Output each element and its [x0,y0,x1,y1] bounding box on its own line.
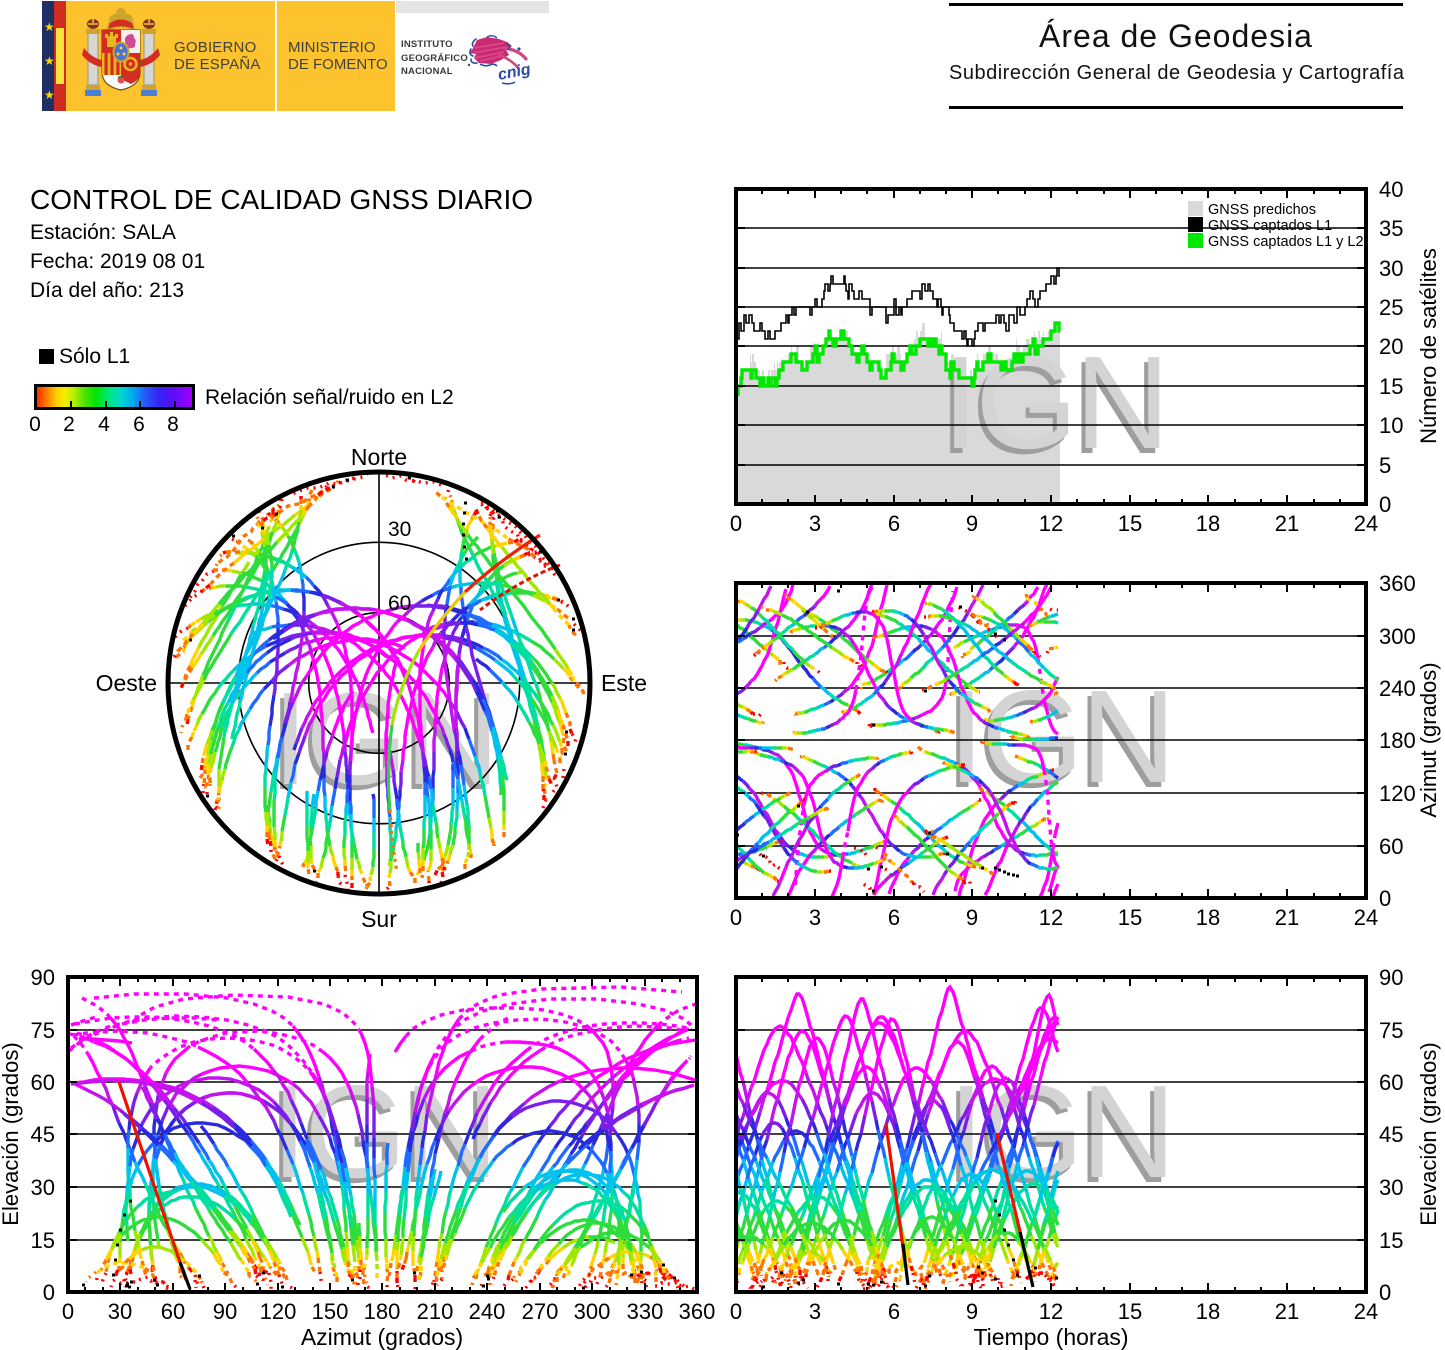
svg-text:12: 12 [1039,1299,1063,1324]
svg-text:3: 3 [809,511,821,536]
svg-text:21: 21 [1275,905,1299,930]
svg-text:300: 300 [1379,624,1416,649]
svg-text:20: 20 [1379,334,1403,359]
svg-text:330: 330 [627,1299,664,1324]
svg-text:Sur: Sur [361,906,397,932]
svg-text:360: 360 [679,1299,716,1324]
svg-text:Número de satélites: Número de satélites [1416,248,1441,444]
svg-text:45: 45 [31,1122,55,1147]
svg-text:120: 120 [1379,781,1416,806]
svg-text:Elevación (grados): Elevación (grados) [0,1042,23,1225]
svg-text:18: 18 [1196,1299,1220,1324]
svg-text:30: 30 [1379,256,1403,281]
svg-text:150: 150 [312,1299,349,1324]
svg-text:IGN: IGN [942,329,1170,476]
svg-text:180: 180 [364,1299,401,1324]
svg-text:3: 3 [809,905,821,930]
svg-text:30: 30 [388,518,411,541]
svg-text:300: 300 [574,1299,611,1324]
svg-text:60: 60 [161,1299,185,1324]
svg-text:360: 360 [1379,571,1416,596]
svg-text:GNSS predichos: GNSS predichos [1208,202,1316,218]
svg-text:Azimut (grados): Azimut (grados) [301,1324,463,1350]
svg-text:15: 15 [1118,1299,1142,1324]
svg-text:GNSS captados L1 y L2: GNSS captados L1 y L2 [1208,234,1364,250]
svg-text:cnig: cnig [497,61,533,84]
svg-text:240: 240 [1379,676,1416,701]
svg-text:GNSS captados L1: GNSS captados L1 [1208,218,1332,234]
svg-text:15: 15 [1379,374,1403,399]
svg-text:40: 40 [1379,177,1403,202]
svg-text:IGN: IGN [938,334,1166,481]
svg-text:60: 60 [1379,834,1403,859]
svg-text:6: 6 [888,905,900,930]
svg-text:0: 0 [1379,1280,1391,1305]
svg-text:120: 120 [260,1299,297,1324]
svg-text:10: 10 [1379,413,1403,438]
svg-text:9: 9 [966,1299,978,1324]
svg-text:0: 0 [43,1280,55,1305]
svg-text:240: 240 [469,1299,506,1324]
svg-text:15: 15 [1379,1228,1403,1253]
svg-text:30: 30 [108,1299,132,1324]
svg-text:25: 25 [1379,295,1403,320]
svg-text:60: 60 [31,1070,55,1095]
svg-text:Oeste: Oeste [96,670,157,696]
svg-text:180: 180 [1379,728,1416,753]
svg-text:45: 45 [1379,1122,1403,1147]
svg-text:0: 0 [1379,492,1391,517]
svg-text:12: 12 [1039,511,1063,536]
svg-text:6: 6 [888,1299,900,1324]
svg-text:Tiempo (horas): Tiempo (horas) [973,1324,1128,1350]
svg-text:5: 5 [1379,453,1391,478]
svg-text:0: 0 [730,1299,742,1324]
svg-text:210: 210 [417,1299,454,1324]
svg-text:Norte: Norte [351,444,407,470]
svg-text:24: 24 [1354,511,1378,536]
svg-text:30: 30 [1379,1175,1403,1200]
svg-text:60: 60 [388,592,411,615]
svg-text:0: 0 [62,1299,74,1324]
svg-text:35: 35 [1379,216,1403,241]
svg-text:18: 18 [1196,905,1220,930]
svg-text:12: 12 [1039,905,1063,930]
svg-text:15: 15 [1118,511,1142,536]
svg-text:90: 90 [213,1299,237,1324]
svg-text:270: 270 [522,1299,559,1324]
svg-text:0: 0 [730,905,742,930]
svg-text:0: 0 [1379,886,1391,911]
svg-text:3: 3 [809,1299,821,1324]
svg-text:15: 15 [1118,905,1142,930]
svg-text:75: 75 [1379,1018,1403,1043]
svg-text:9: 9 [966,905,978,930]
svg-text:21: 21 [1275,511,1299,536]
svg-text:90: 90 [1379,965,1403,990]
svg-text:60: 60 [1379,1070,1403,1095]
svg-text:24: 24 [1354,1299,1378,1324]
svg-text:75: 75 [31,1018,55,1043]
svg-text:90: 90 [31,965,55,990]
svg-text:24: 24 [1354,905,1378,930]
svg-text:0: 0 [730,511,742,536]
svg-text:Este: Este [601,670,647,696]
svg-text:Azimut (grados): Azimut (grados) [1416,662,1441,817]
svg-text:18: 18 [1196,511,1220,536]
svg-text:30: 30 [31,1175,55,1200]
svg-text:9: 9 [966,511,978,536]
svg-text:15: 15 [31,1228,55,1253]
svg-text:6: 6 [888,511,900,536]
svg-text:Elevación (grados): Elevación (grados) [1416,1042,1441,1225]
svg-text:21: 21 [1275,1299,1299,1324]
